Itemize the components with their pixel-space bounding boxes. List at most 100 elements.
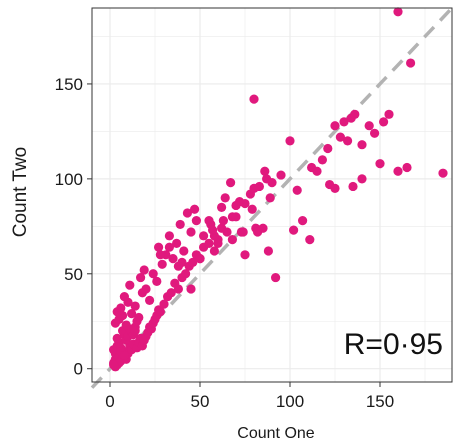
data-point (240, 198, 250, 209)
data-point (213, 238, 223, 249)
correlation-annotation: R=0·95 (344, 328, 443, 361)
data-point (263, 246, 273, 256)
data-point (350, 109, 360, 119)
data-point (175, 219, 185, 230)
data-point (265, 193, 275, 203)
data-point (393, 7, 403, 17)
x-tick-label: 50 (191, 392, 210, 411)
data-point (339, 117, 349, 127)
data-point (121, 320, 131, 330)
data-point (253, 227, 263, 237)
data-point (172, 238, 182, 249)
data-point (155, 250, 165, 260)
data-point (240, 250, 250, 260)
data-point (181, 269, 191, 279)
data-point (173, 284, 183, 294)
data-point (260, 166, 270, 176)
data-point (357, 174, 367, 184)
data-point (154, 242, 164, 252)
data-point (402, 162, 412, 173)
data-point (136, 272, 146, 283)
data-point (191, 216, 201, 226)
data-point (298, 216, 308, 226)
data-point (109, 360, 119, 370)
data-point (134, 312, 144, 323)
data-point (343, 136, 353, 146)
data-point (141, 284, 151, 294)
data-point (249, 94, 259, 104)
data-point (317, 155, 327, 165)
data-point (370, 128, 380, 138)
data-point (157, 259, 167, 269)
data-point (292, 185, 302, 195)
data-point (116, 303, 126, 313)
data-point (227, 235, 237, 245)
data-point (222, 227, 232, 237)
x-axis-title: Count One (237, 425, 314, 442)
data-point (119, 350, 129, 361)
data-point (438, 168, 448, 178)
data-point (152, 276, 162, 286)
data-point (231, 212, 241, 222)
data-point (166, 288, 176, 298)
data-point (173, 261, 183, 271)
data-point (186, 284, 196, 294)
axis-ticks: 0 50 100 150 0 50 100 150 (55, 75, 395, 411)
data-point (204, 216, 214, 226)
data-point (305, 235, 315, 245)
data-point (330, 121, 340, 131)
data-point (204, 238, 214, 249)
data-point (208, 225, 218, 235)
data-point (357, 140, 367, 150)
data-point (119, 291, 129, 302)
data-point (145, 295, 155, 305)
data-point (271, 272, 281, 283)
data-point (155, 307, 165, 317)
data-point (323, 143, 333, 154)
data-point (159, 299, 169, 309)
data-point (125, 280, 135, 290)
data-point (209, 246, 219, 256)
data-point (330, 183, 340, 193)
data-point (179, 246, 189, 256)
data-point (130, 326, 140, 336)
y-tick-label: 50 (64, 265, 83, 284)
data-point (238, 227, 248, 237)
data-point (289, 225, 299, 235)
data-point (139, 265, 149, 275)
data-point (217, 202, 227, 212)
data-point (379, 117, 389, 127)
data-point (335, 132, 345, 142)
data-point (348, 181, 358, 192)
data-point (384, 109, 394, 119)
data-point (164, 231, 174, 241)
data-point (188, 257, 198, 267)
data-point (186, 227, 196, 237)
y-axis-title: Count Two (10, 147, 31, 237)
data-point (127, 309, 137, 319)
data-point (182, 208, 192, 218)
data-point (254, 181, 264, 192)
data-point (199, 231, 209, 241)
data-point (247, 204, 257, 214)
data-point (393, 166, 403, 176)
data-point (164, 242, 174, 252)
data-point (190, 204, 200, 214)
plot-panel-border (91, 7, 453, 383)
y-tick-label: 0 (74, 360, 83, 379)
x-tick-label: 0 (105, 392, 114, 411)
data-point (112, 333, 122, 343)
data-point (148, 269, 158, 279)
data-point (267, 178, 277, 188)
data-point (285, 136, 295, 146)
x-tick-label: 150 (366, 392, 394, 411)
data-point (226, 178, 236, 188)
x-tick-label: 100 (276, 392, 304, 411)
data-point (218, 216, 228, 226)
data-point (220, 193, 230, 203)
data-point (375, 159, 385, 169)
data-points (109, 7, 448, 372)
y-tick-label: 150 (55, 75, 83, 94)
data-point (406, 58, 416, 68)
